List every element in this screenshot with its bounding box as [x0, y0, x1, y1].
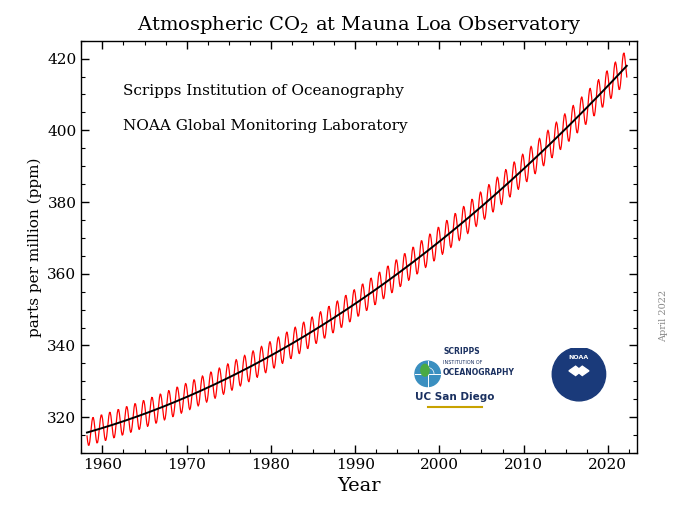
Title: Atmospheric CO$_2$ at Mauna Loa Observatory: Atmospheric CO$_2$ at Mauna Loa Observat… [137, 14, 582, 36]
Text: April 2022: April 2022 [658, 290, 668, 342]
Text: NOAA Global Monitoring Laboratory: NOAA Global Monitoring Laboratory [123, 119, 407, 133]
X-axis label: Year: Year [338, 477, 381, 495]
Text: Scripps Institution of Oceanography: Scripps Institution of Oceanography [123, 84, 404, 98]
Y-axis label: parts per million (ppm): parts per million (ppm) [27, 157, 41, 336]
